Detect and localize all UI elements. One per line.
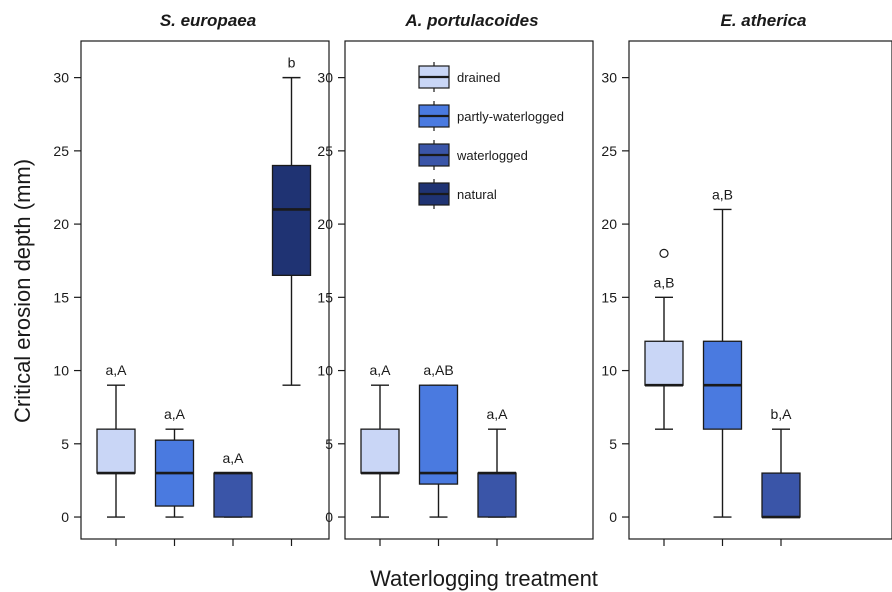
box-waterlogged: b,A <box>761 406 801 546</box>
y-tick-label: 20 <box>317 216 333 232</box>
panel-frame <box>80 40 330 540</box>
y-tick-label: 25 <box>601 143 617 159</box>
legend-label: natural <box>457 187 497 202</box>
box-iqr <box>96 428 136 474</box>
legend: drained partly-waterlogged waterlogged natu… <box>418 62 564 209</box>
y-tick-label: 0 <box>61 509 69 525</box>
box-iqr <box>271 164 312 277</box>
panel-title: E. atherica <box>721 11 807 30</box>
y-tick-label: 10 <box>53 363 69 379</box>
outlier-point <box>659 248 669 258</box>
panel-2: A. portulacoides 0 5 10 15 20 25 30 a,A a,AB a,A <box>317 11 594 546</box>
significance-label: a,A <box>105 362 127 378</box>
legend-label: drained <box>457 70 500 85</box>
significance-label: a,A <box>222 450 244 466</box>
y-tick-label: 10 <box>317 363 333 379</box>
significance-label: a,B <box>712 186 733 202</box>
box-iqr <box>418 384 459 485</box>
y-tick-label: 15 <box>53 289 69 305</box>
significance-label: a,A <box>486 406 508 422</box>
significance-label: a,B <box>653 274 674 290</box>
box-waterlogged: a,A <box>477 406 517 546</box>
y-tick-label: 25 <box>53 143 69 159</box>
significance-label: a,A <box>164 406 186 422</box>
x-axis-title: Waterlogging treatment <box>370 566 598 591</box>
box-natural: b <box>271 55 312 546</box>
box-iqr <box>213 472 253 518</box>
panel-title: S. europaea <box>160 11 256 30</box>
panel-frame <box>628 40 892 540</box>
legend-entry: natural <box>418 179 497 209</box>
box-iqr <box>477 472 517 518</box>
panel-title: A. portulacoides <box>404 11 538 30</box>
legend-label: partly-waterlogged <box>457 109 564 124</box>
box-drained: a,B <box>644 248 684 546</box>
y-tick-label: 20 <box>601 216 617 232</box>
box-iqr <box>360 428 400 474</box>
significance-label: b <box>288 55 296 71</box>
y-axis-title: Critical erosion depth (mm) <box>10 159 35 423</box>
significance-label: b,A <box>770 406 792 422</box>
y-tick-label: 15 <box>317 289 333 305</box>
legend-entry: drained <box>418 62 500 92</box>
y-tick-label: 15 <box>601 289 617 305</box>
legend-label: waterlogged <box>456 148 528 163</box>
box-partly-waterlogged: a,A <box>154 406 195 546</box>
legend-entry: waterlogged <box>418 140 528 170</box>
y-tick-label: 0 <box>325 509 333 525</box>
y-tick-label: 20 <box>53 216 69 232</box>
box-drained: a,A <box>96 362 136 546</box>
y-tick-label: 5 <box>609 436 617 452</box>
panels-layer: S. europaea 0 5 10 15 20 25 30 a,A a,A a,A b A. port… <box>53 11 892 546</box>
box-partly-waterlogged: a,B <box>702 186 743 546</box>
y-tick-label: 10 <box>601 363 617 379</box>
box-iqr <box>761 472 801 518</box>
y-tick-label: 25 <box>317 143 333 159</box>
panel-3: E. atherica 0 5 10 15 20 25 30 a,B a,B b,A <box>601 11 892 546</box>
panel-frame <box>344 40 594 540</box>
box-iqr <box>644 340 684 386</box>
y-tick-label: 5 <box>325 436 333 452</box>
y-tick-label: 30 <box>53 70 69 86</box>
y-tick-label: 0 <box>609 509 617 525</box>
box-drained: a,A <box>360 362 400 546</box>
y-tick-label: 30 <box>601 70 617 86</box>
panel-1: S. europaea 0 5 10 15 20 25 30 a,A a,A a,A b <box>53 11 330 546</box>
y-tick-label: 30 <box>317 70 333 86</box>
box-waterlogged: a,A <box>213 450 253 546</box>
legend-entry: partly-waterlogged <box>418 101 564 131</box>
y-tick-label: 5 <box>61 436 69 452</box>
significance-label: a,AB <box>423 362 453 378</box>
box-partly-waterlogged: a,AB <box>418 362 459 546</box>
significance-label: a,A <box>369 362 391 378</box>
